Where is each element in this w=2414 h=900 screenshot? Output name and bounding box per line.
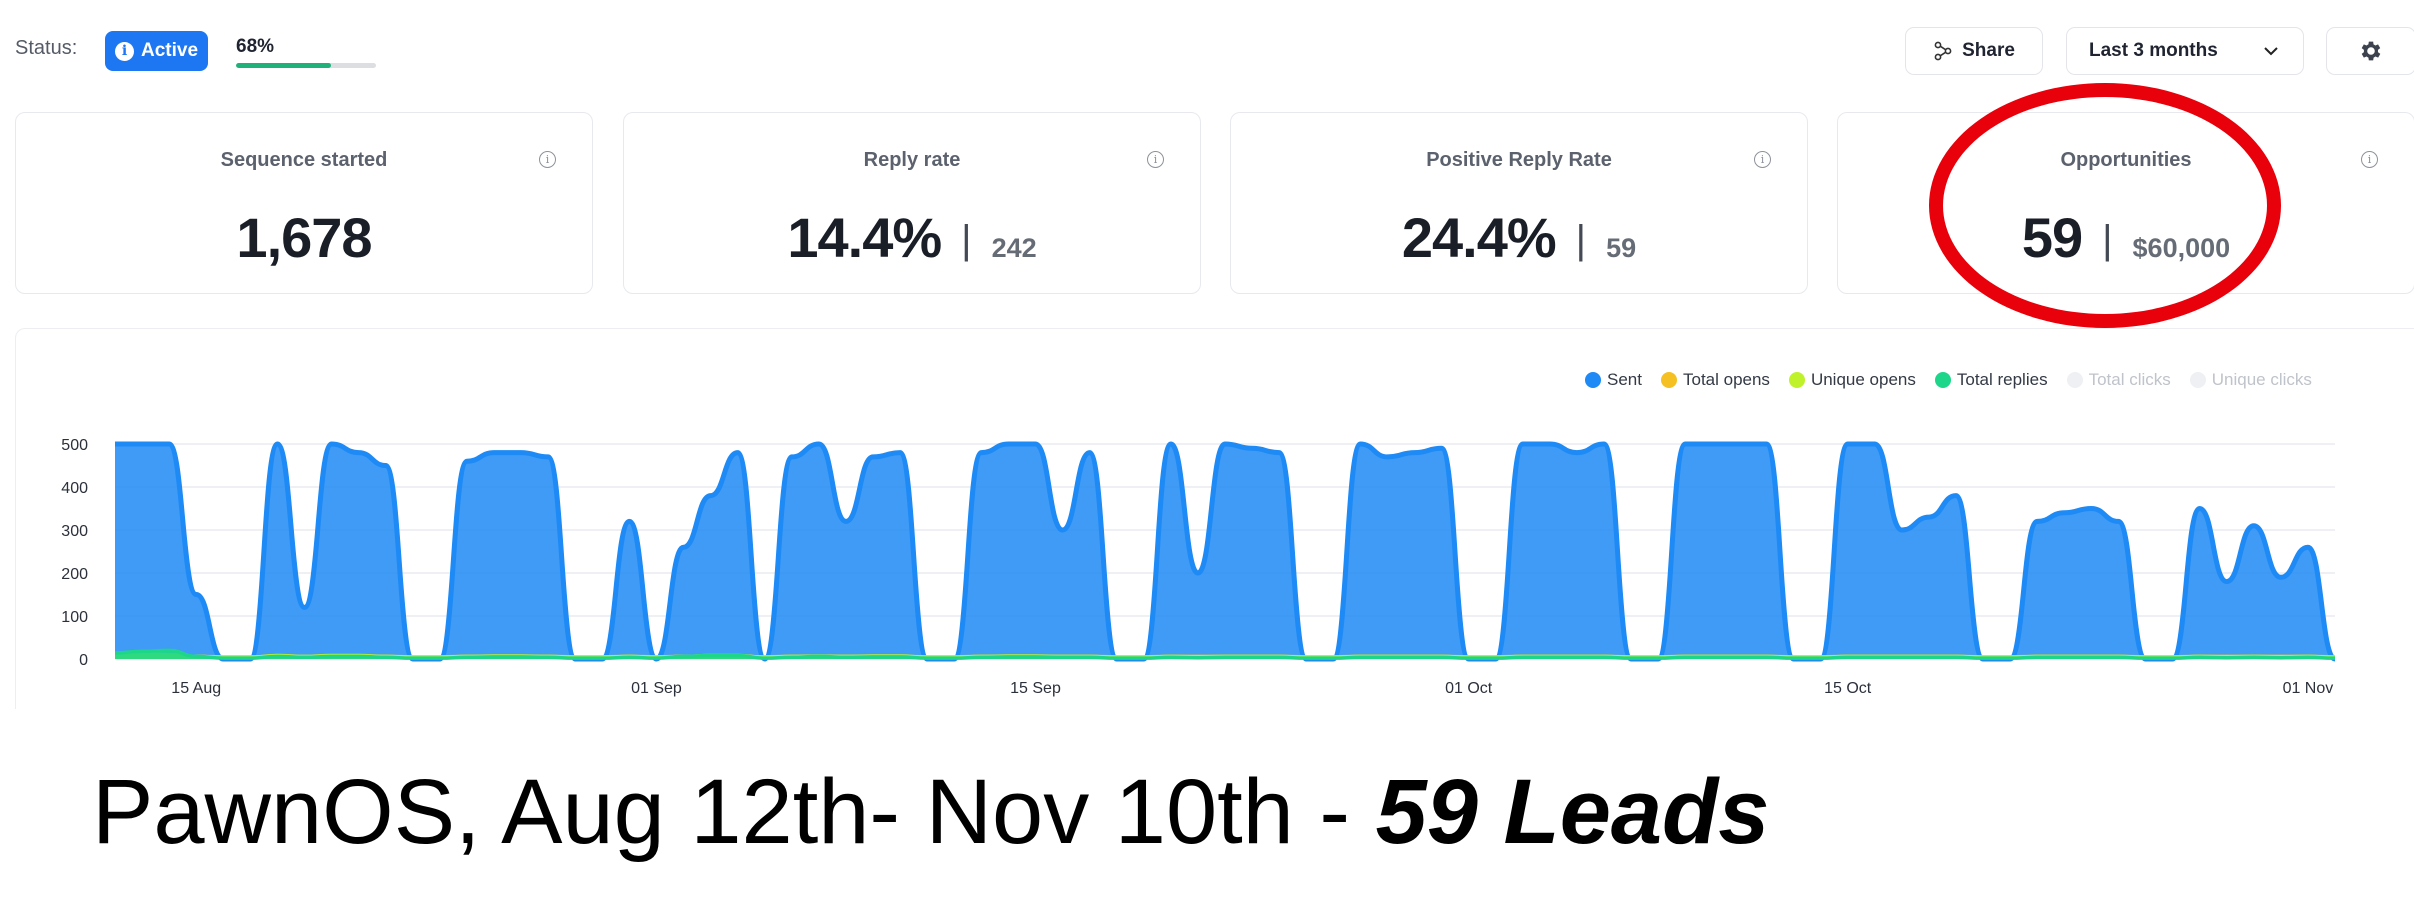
y-tick-label: 500	[61, 437, 88, 454]
status-value: Active	[140, 40, 199, 61]
value-separator: |	[961, 218, 972, 262]
top-bar: Status: i Active 68% Share Last 3 months	[0, 0, 2414, 100]
x-tick-label: 01 Sep	[631, 680, 682, 697]
legend-item-unique-clicks[interactable]: Unique clicks	[2189, 370, 2312, 390]
y-tick-label: 0	[79, 652, 88, 669]
share-icon	[1934, 41, 1952, 61]
card-title: Sequence started	[220, 149, 388, 171]
info-icon: i	[114, 41, 134, 61]
highlight-circle	[1929, 83, 2281, 328]
card-positive-reply-rate: Positive Reply Rate i 24.4% | 59	[1230, 112, 1808, 294]
y-tick-label: 200	[61, 566, 88, 583]
status-badge[interactable]: i Active	[105, 31, 208, 71]
series-line-total-replies	[114, 648, 2336, 660]
legend-item-total-opens[interactable]: Total opens	[1660, 370, 1770, 390]
x-tick-label: 15 Sep	[1010, 680, 1061, 697]
caption-emphasis: 59 Leads	[1375, 761, 1770, 863]
card-secondary-value: 59	[1606, 233, 1637, 263]
legend-label: Unique opens	[1810, 370, 1916, 389]
card-value: 1,678	[236, 206, 372, 269]
card-reply-rate: Reply rate i 14.4% | 242	[623, 112, 1201, 294]
y-tick-label: 400	[61, 480, 88, 497]
card-value-row: 24.4% | 59	[1231, 205, 1807, 270]
legend-label: Total clicks	[2088, 370, 2171, 389]
card-title: Positive Reply Rate	[1426, 149, 1612, 171]
legend-dot	[1660, 372, 1677, 388]
legend-item-total-replies[interactable]: Total replies	[1934, 370, 2048, 390]
share-button[interactable]: Share	[1905, 27, 2043, 75]
legend-item-unique-opens[interactable]: Unique opens	[1788, 370, 1916, 390]
value-separator: |	[1575, 218, 1587, 262]
legend-dot	[1585, 372, 1601, 388]
date-range-label: Last 3 months	[2089, 40, 2218, 61]
x-tick-label: 15 Oct	[1824, 680, 1872, 697]
y-tick-label: 300	[61, 523, 88, 540]
y-tick-label: 100	[61, 609, 88, 626]
progress-bar-fill	[236, 63, 332, 68]
chevron-down-icon	[2264, 47, 2278, 56]
legend-dot	[1788, 372, 1805, 388]
x-tick-label: 15 Aug	[171, 680, 221, 697]
card-value: 14.4%	[787, 206, 942, 269]
legend-dot	[1934, 372, 1951, 388]
legend-dot	[2189, 372, 2206, 388]
progress-bar	[236, 63, 376, 68]
legend-item-sent[interactable]: Sent	[1585, 370, 1642, 390]
series-line-sent	[115, 441, 2337, 662]
info-icon[interactable]: i	[1754, 151, 1771, 168]
date-range-select[interactable]: Last 3 months	[2066, 27, 2304, 75]
share-label: Share	[1962, 40, 2015, 61]
x-tick-label: 01 Nov	[2283, 680, 2334, 697]
info-icon[interactable]: i	[2361, 151, 2378, 168]
chart-panel	[15, 328, 2414, 709]
card-title: Reply rate	[863, 149, 961, 171]
legend-dot	[2066, 372, 2083, 388]
caption: PawnOS, Aug 12th- Nov 10th - 59 Leads	[92, 760, 1769, 865]
info-icon[interactable]: i	[539, 151, 556, 168]
legend-label: Total replies	[1956, 370, 2048, 389]
card-value-row: 14.4% | 242	[624, 205, 1200, 270]
info-icon[interactable]: i	[1147, 151, 1164, 168]
card-secondary-value: 242	[991, 233, 1037, 263]
legend-item-total-clicks[interactable]: Total clicks	[2066, 370, 2171, 390]
x-tick-label: 01 Oct	[1445, 680, 1493, 697]
legend-label: Total opens	[1682, 370, 1770, 389]
legend-label: Unique clicks	[2211, 370, 2312, 389]
status-label: Status:	[15, 37, 78, 59]
gear-icon	[2361, 41, 2381, 61]
settings-button[interactable]	[2326, 27, 2414, 75]
activity-area-chart: 0 100 200 300 400 500 15 Aug 01 Sep 15 Sep 01 Oct…	[61, 437, 2337, 697]
legend-label: Sent	[1607, 370, 1642, 389]
card-value: 24.4%	[1401, 206, 1557, 269]
progress-percent: 68%	[236, 36, 275, 57]
card-value-row: 1,678	[16, 205, 592, 270]
caption-text: PawnOS, Aug 12th- Nov 10th -	[92, 761, 1376, 863]
card-sequence-started: Sequence started i 1,678	[15, 112, 593, 294]
chart-legend: Sent Total opens Unique opens Total repl…	[1585, 370, 2312, 390]
